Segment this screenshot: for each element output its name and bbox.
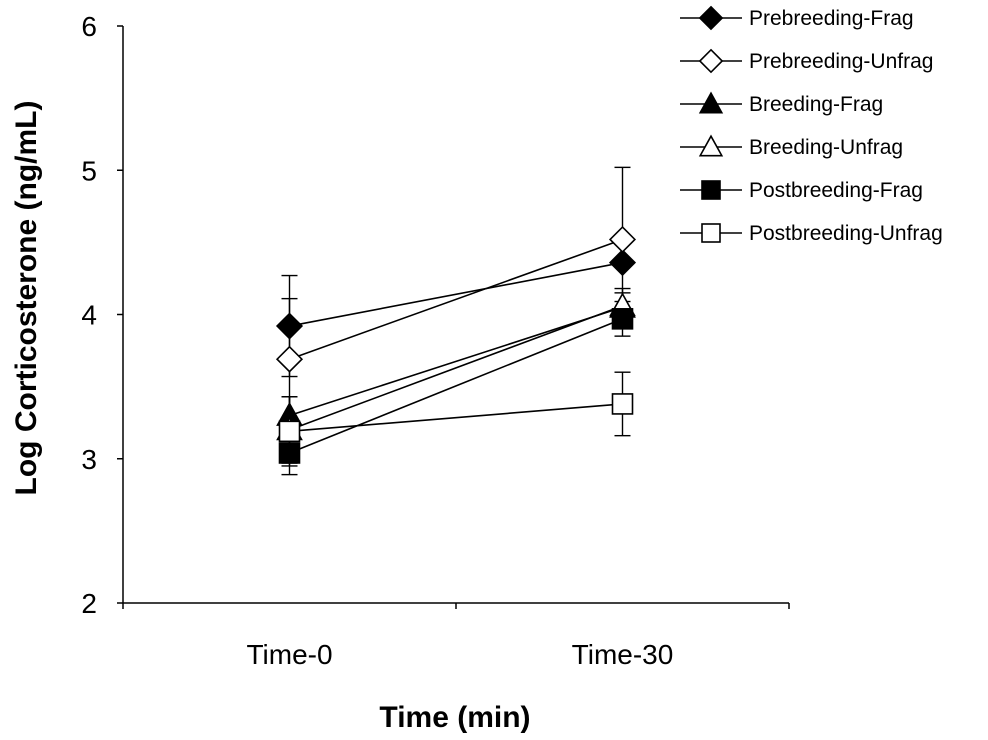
legend-marker (701, 223, 721, 243)
series-line-prebreeding-unfrag (289, 238, 623, 360)
legend-label: Breeding-Unfrag (749, 136, 903, 159)
x-axis-title: Time (min) (379, 701, 530, 734)
point-postbreeding-unfrag (611, 393, 634, 415)
legend-label: Postbreeding-Frag (749, 179, 923, 202)
y-ticks: 2 3 4 5 6 (81, 11, 123, 619)
legend-item-breeding-frag: Breeding-Frag (680, 91, 883, 116)
series-line-postbreeding-unfrag (289, 403, 623, 433)
point-postbreeding-frag (611, 308, 634, 330)
legend-item-postbreeding-unfrag: Postbreeding-Unfrag (680, 222, 943, 245)
x-tick-label: Time-30 (572, 639, 674, 670)
legend-label: Prebreeding-Unfrag (749, 50, 933, 73)
legend-marker (701, 180, 721, 200)
legend-label: Breeding-Frag (749, 93, 883, 116)
point-postbreeding-frag (278, 442, 301, 464)
y-tick-label: 4 (81, 300, 97, 331)
series-line-prebreeding-frag (289, 261, 623, 327)
legend-label: Postbreeding-Unfrag (749, 222, 943, 245)
legend-item-breeding-unfrag: Breeding-Unfrag (680, 134, 903, 159)
point-postbreeding-unfrag (278, 420, 301, 443)
y-tick-label: 3 (81, 444, 97, 475)
y-tick-label: 2 (81, 588, 97, 619)
y-axis-title: Log Corticosterone (ng/mL) (10, 101, 43, 496)
series-markers (275, 225, 637, 464)
series-lines (289, 238, 623, 454)
series-line-breeding-frag (289, 306, 623, 417)
legend-marker (698, 48, 724, 74)
series-layer (275, 166, 637, 476)
legend-marker (698, 91, 724, 114)
legend-item-prebreeding-unfrag: Prebreeding-Unfrag (680, 48, 933, 74)
point-prebreeding-frag (608, 249, 637, 277)
legend-marker (698, 134, 724, 157)
legend-item-prebreeding-frag: Prebreeding-Frag (680, 5, 914, 31)
point-prebreeding-frag (275, 312, 304, 340)
y-tick-label: 5 (81, 155, 97, 186)
legend-label: Prebreeding-Frag (749, 7, 914, 30)
series-line-breeding-unfrag (289, 305, 623, 431)
series-line-postbreeding-frag (289, 318, 623, 454)
x-tick-label: Time-0 (246, 639, 332, 670)
x-ticks: Time-0 Time-30 (122, 603, 790, 670)
point-prebreeding-unfrag (275, 345, 304, 373)
legend-item-postbreeding-frag: Postbreeding-Frag (680, 179, 923, 202)
legend-marker (698, 5, 724, 31)
legend: Prebreeding-Frag Prebreeding-Unfrag Breedi… (680, 5, 943, 245)
point-prebreeding-unfrag (608, 225, 637, 254)
y-tick-label: 6 (81, 11, 97, 42)
